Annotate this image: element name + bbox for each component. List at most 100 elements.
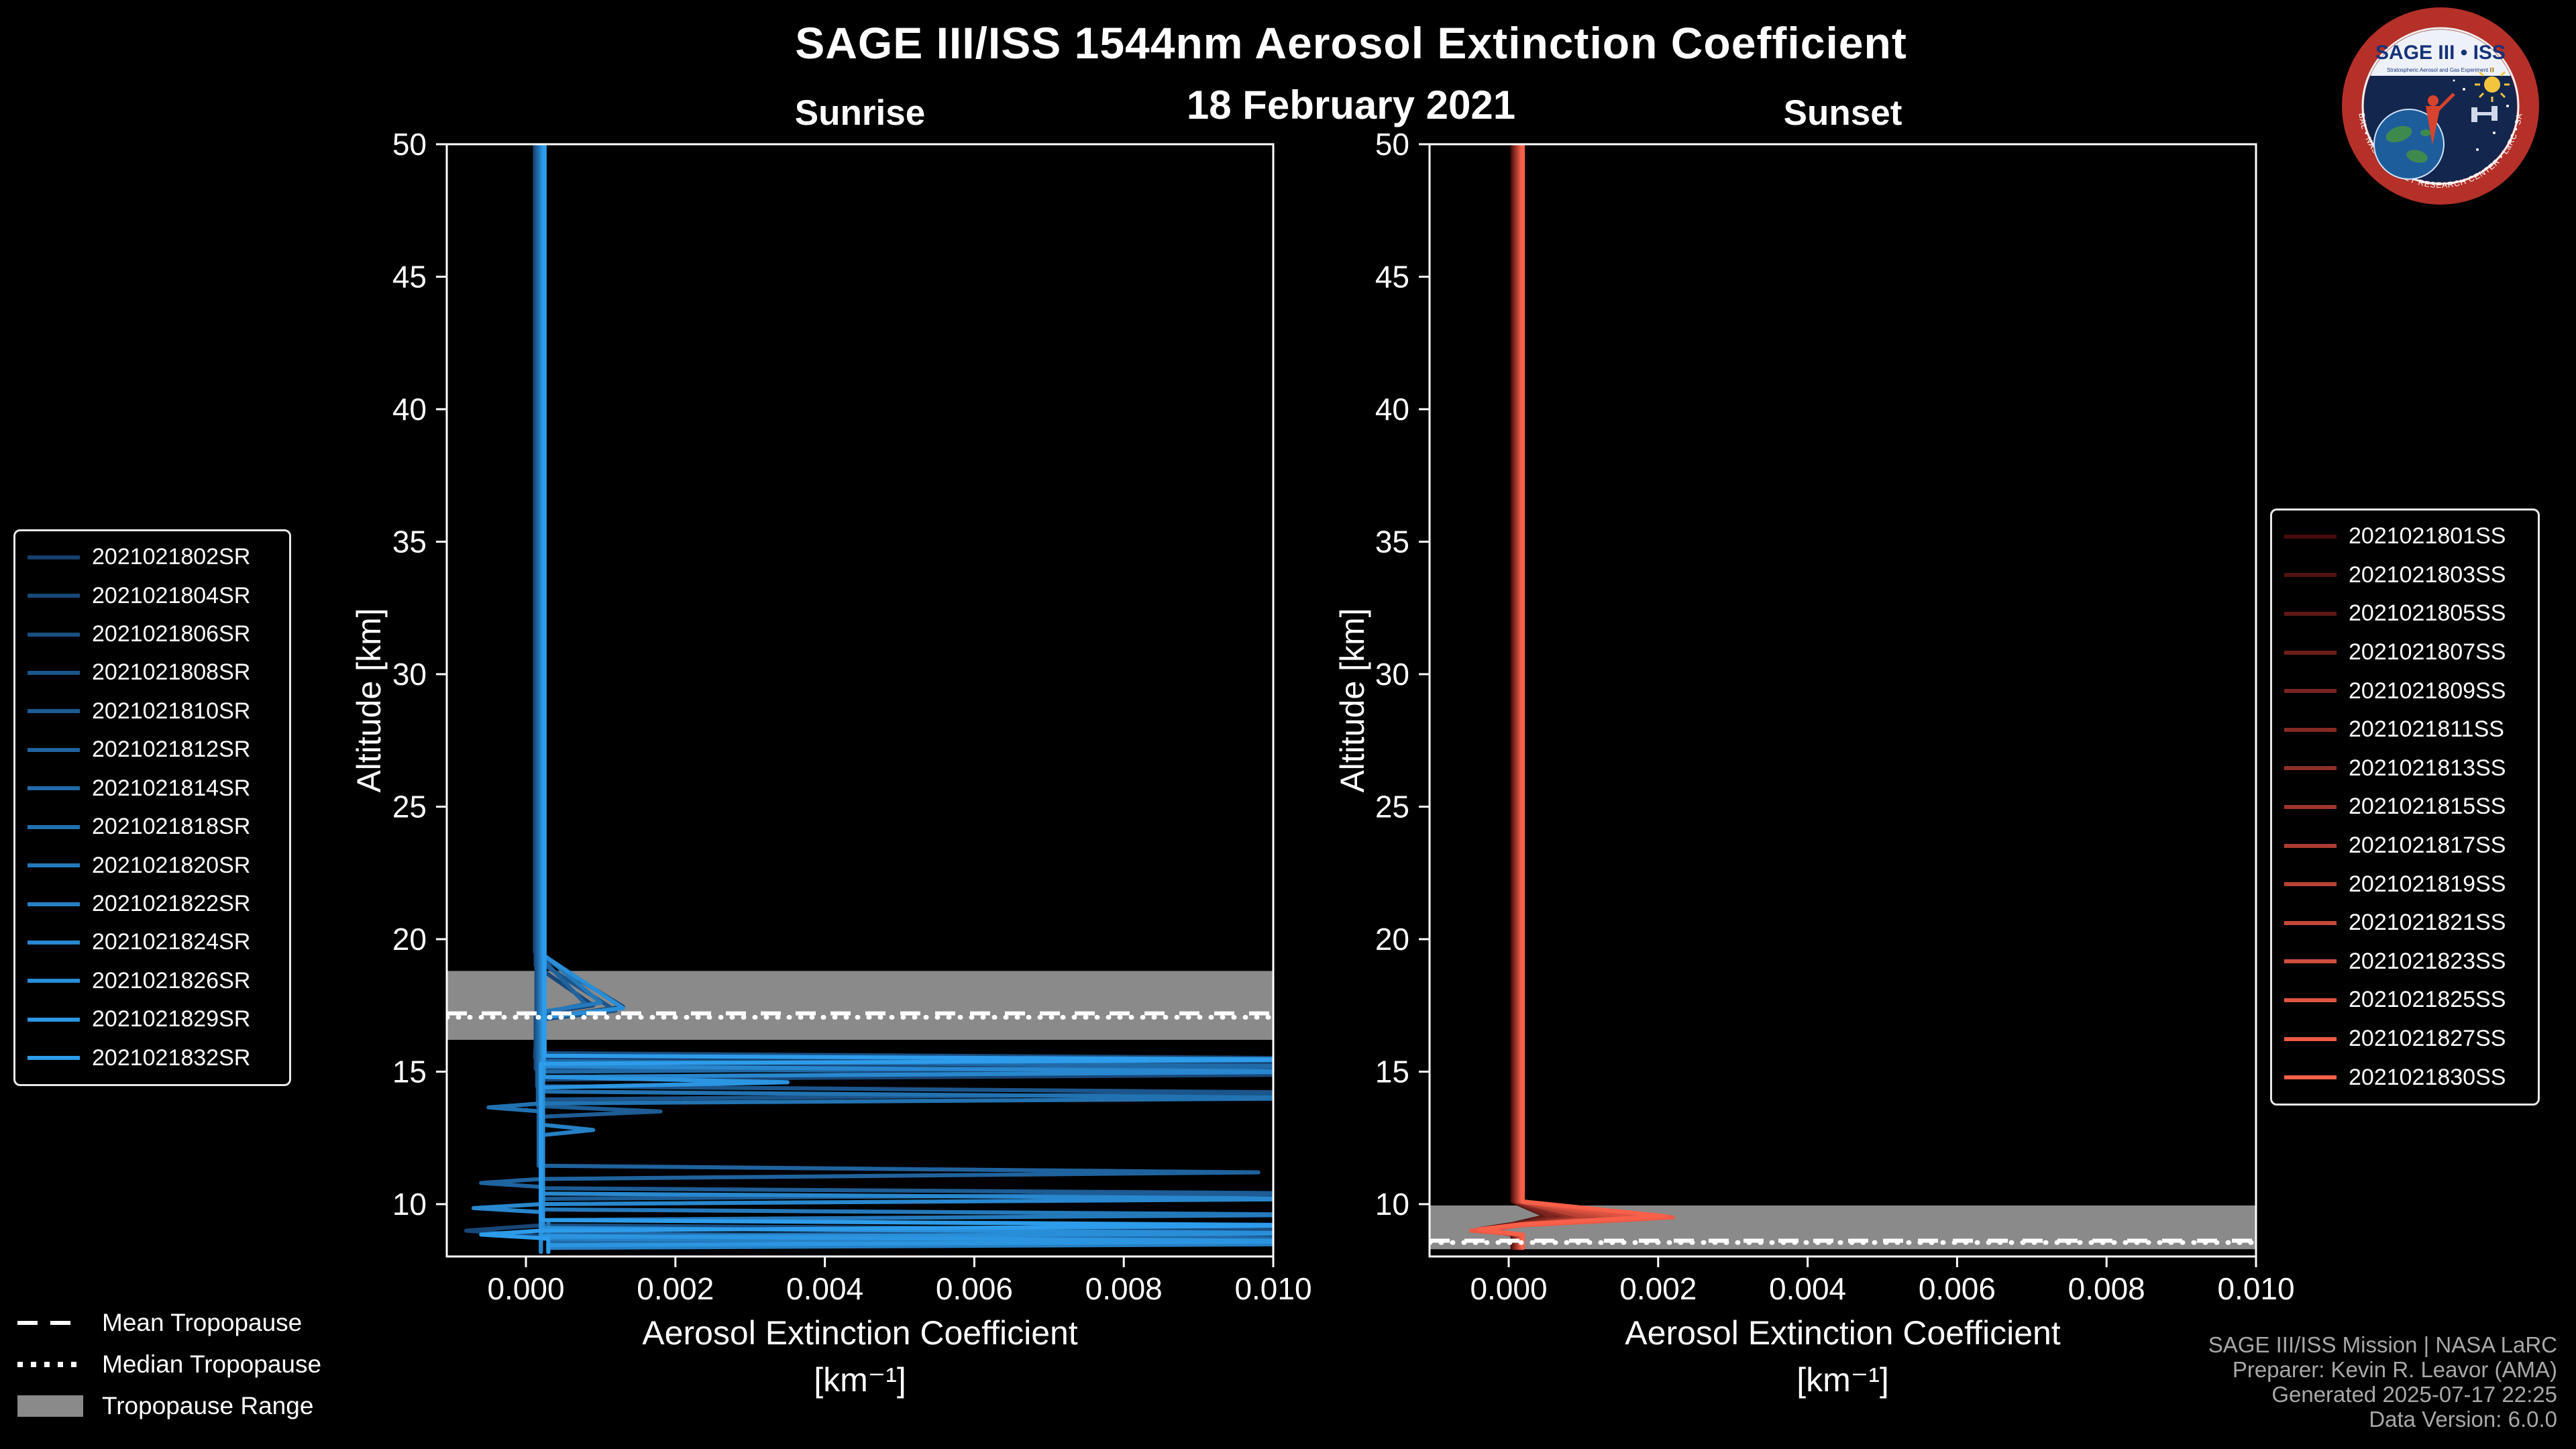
x-tick-label: 0.010 — [2217, 1271, 2294, 1306]
legend-item-2021021813SS: 2021021813SS — [2284, 755, 2526, 782]
series-label: 2021021817SS — [2349, 833, 2506, 859]
sage-iii-iss-logo: SAGE III • ISS Stratospheric Aerosol and… — [2342, 7, 2539, 205]
profile-line-2021021829SR — [539, 144, 1273, 1254]
x-tick-label: 0.008 — [2068, 1271, 2145, 1306]
profile-line-2021021819SS — [1477, 144, 1593, 1250]
legend-item-2021021821SS: 2021021821SS — [2284, 910, 2526, 936]
x-axis-label-sunrise: Aerosol Extinction Coefficient [km⁻¹] — [642, 1309, 1077, 1403]
series-label: 2021021811SS — [2349, 716, 2504, 743]
series-label: 2021021815SS — [2349, 794, 2506, 820]
logo-inner-ring — [2361, 27, 2520, 185]
series-color-swatch — [28, 555, 80, 559]
series-color-swatch — [2284, 650, 2337, 655]
profile-line-2021021830SS — [1477, 144, 1668, 1250]
legend-item-2021021810SR: 2021021810SR — [28, 698, 277, 724]
series-color-swatch — [28, 632, 80, 637]
x-tick-label: 0.004 — [1769, 1271, 1846, 1306]
median-tropopause-label: Median Tropopause — [102, 1350, 322, 1378]
series-label: 2021021814SR — [92, 775, 251, 801]
legend-item-2021021802SR: 2021021802SR — [28, 544, 277, 570]
series-label: 2021021827SS — [2349, 1026, 2506, 1052]
series-color-swatch — [2284, 534, 2337, 539]
legend-item-2021021822SR: 2021021822SR — [28, 891, 277, 917]
y-tick-label: 20 — [1375, 922, 1409, 957]
plot-area-sunrise — [447, 144, 1273, 1254]
tropopause-range-label: Tropopause Range — [102, 1392, 314, 1419]
legend-item-2021021808SR: 2021021808SR — [28, 659, 277, 686]
legend-item-2021021817SS: 2021021817SS — [2284, 833, 2526, 859]
profile-line-2021021821SS — [1469, 144, 1615, 1250]
x-tick-label: 0.000 — [487, 1271, 564, 1306]
x-tick-label: 0.002 — [637, 1271, 714, 1306]
profile-line-2021021832SR — [479, 144, 1273, 1254]
y-tick-label: 15 — [392, 1055, 427, 1089]
series-label: 2021021806SR — [92, 621, 251, 647]
series-label: 2021021826SR — [92, 967, 251, 994]
logo-subtitle-text: Stratospheric Aerosol and Gas Experiment… — [2387, 67, 2494, 73]
x-tick-label: 0.006 — [1919, 1271, 1996, 1306]
series-color-swatch — [2284, 573, 2337, 578]
x-axis-units: [km⁻¹] — [1796, 1361, 1889, 1399]
legend-item-2021021826SR: 2021021826SR — [28, 968, 277, 994]
legend-item-2021021804SR: 2021021804SR — [28, 583, 277, 609]
legend-item-2021021807SS: 2021021807SS — [2284, 639, 2526, 665]
x-axis-label-text: Aerosol Extinction Coefficient — [642, 1314, 1078, 1352]
legend-item-2021021829SR: 2021021829SR — [28, 1006, 277, 1032]
profile-line-2021021817SS — [1477, 144, 1601, 1250]
series-label: 2021021819SS — [2349, 871, 2506, 897]
y-tick-label: 40 — [392, 392, 427, 427]
series-color-swatch — [2284, 1036, 2337, 1041]
legend-item-2021021801SS: 2021021801SS — [2284, 523, 2526, 549]
profile-line-2021021811SS — [1484, 144, 1571, 1250]
plot-area-sunset — [1430, 144, 2256, 1250]
legend-item-2021021820SR: 2021021820SR — [28, 853, 277, 879]
x-axis-units: [km⁻¹] — [814, 1361, 906, 1399]
y-tick-label: 45 — [392, 260, 427, 294]
plot-border — [1428, 143, 2257, 1258]
x-axis-label-text: Aerosol Extinction Coefficient — [1625, 1314, 2061, 1352]
series-color-swatch — [2284, 882, 2337, 887]
legend-item-2021021818SR: 2021021818SR — [28, 814, 277, 840]
series-color-swatch — [2284, 959, 2337, 964]
series-label: 2021021801SS — [2349, 523, 2506, 549]
series-color-swatch — [2284, 998, 2337, 1002]
plot-border — [445, 143, 1275, 1258]
logo-top-band — [2370, 30, 2511, 76]
series-color-swatch — [28, 940, 80, 945]
logo-title-text: SAGE III • ISS — [2375, 42, 2506, 64]
series-color-swatch — [28, 902, 80, 906]
x-tick-label: 0.006 — [936, 1271, 1013, 1306]
page-title: SAGE III/ISS 1544nm Aerosol Extinction C… — [795, 18, 1907, 68]
series-label: 2021021804SR — [92, 582, 251, 608]
x-tick-label: 0.010 — [1234, 1271, 1311, 1306]
y-tick-label: 50 — [1375, 127, 1409, 162]
logo-sage-figure-icon — [2426, 93, 2455, 145]
credit-preparer: Preparer: Kevin R. Leavor (AMA) — [2232, 1357, 2557, 1382]
profile-line-2021021815SS — [1484, 144, 1586, 1250]
series-color-swatch — [28, 594, 80, 598]
date-subtitle: 18 February 2021 — [1186, 83, 1516, 127]
mean-tropopause-swatch — [17, 1321, 83, 1325]
median-tropopause-swatch — [17, 1362, 83, 1367]
series-label: 2021021824SR — [92, 929, 251, 955]
series-color-swatch — [2284, 920, 2337, 925]
legend-item-2021021809SS: 2021021809SS — [2284, 678, 2526, 704]
series-color-swatch — [28, 709, 80, 714]
credit-generated: Generated 2025-07-17 22:25 — [2271, 1382, 2557, 1407]
series-label: 2021021809SS — [2349, 678, 2506, 704]
mean-tropopause-legend-row: Mean Tropopause — [17, 1309, 321, 1336]
series-color-swatch — [28, 786, 80, 791]
profile-line-2021021825SS — [1469, 144, 1653, 1250]
x-tick-label: 0.002 — [1619, 1271, 1697, 1306]
profile-line-2021021823SS — [1477, 144, 1631, 1250]
legend-item-2021021823SS: 2021021823SS — [2284, 949, 2526, 975]
tropopause-range-legend-row: Tropopause Range — [17, 1392, 321, 1419]
series-color-swatch — [2284, 843, 2337, 848]
y-tick-label: 50 — [392, 127, 427, 162]
legend-item-2021021825SS: 2021021825SS — [2284, 987, 2526, 1013]
median-tropopause-legend-row: Median Tropopause — [17, 1350, 322, 1378]
x-axis-label-sunset: Aerosol Extinction Coefficient [km⁻¹] — [1625, 1309, 2060, 1403]
legend-item-2021021803SS: 2021021803SS — [2284, 562, 2526, 588]
y-tick-label: 30 — [392, 657, 427, 692]
